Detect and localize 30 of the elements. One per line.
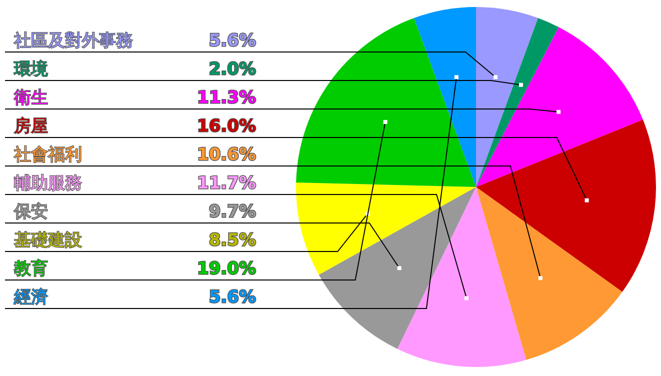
slice-label: 輔助服務 bbox=[14, 174, 82, 194]
data-label: 8.5% bbox=[208, 230, 256, 250]
pie-slice bbox=[296, 18, 476, 187]
slice-label: 房屋 bbox=[14, 116, 48, 136]
pie-slice bbox=[296, 182, 476, 275]
pie-slice bbox=[414, 7, 476, 187]
pie-slice bbox=[476, 7, 538, 187]
data-label: 5.6% bbox=[208, 288, 256, 308]
pie-slice bbox=[476, 120, 656, 292]
pie-slice bbox=[476, 18, 559, 187]
slice-label: 衛生 bbox=[14, 88, 48, 108]
slice-label: 保安 bbox=[14, 202, 48, 222]
data-label: 5.6% bbox=[208, 31, 256, 51]
pie-slice bbox=[476, 187, 622, 360]
slice-label: 經濟 bbox=[13, 288, 48, 308]
data-label: 2.0% bbox=[208, 60, 256, 80]
pie-slice bbox=[476, 27, 643, 187]
data-label: 19.0% bbox=[197, 259, 256, 279]
slice-label: 基礎建設 bbox=[14, 230, 82, 250]
pie-slice bbox=[397, 187, 526, 367]
pie-slice bbox=[318, 187, 476, 349]
slice-label: 環境 bbox=[14, 60, 48, 80]
data-label: 11.7% bbox=[197, 174, 256, 194]
slice-label: 教育 bbox=[14, 259, 48, 279]
data-label: 16.0% bbox=[197, 116, 256, 136]
data-label: 11.3% bbox=[197, 88, 256, 108]
data-label: 10.6% bbox=[197, 145, 256, 165]
slice-label: 社會福利 bbox=[14, 145, 82, 165]
slice-label: 社區及對外事務 bbox=[14, 31, 133, 51]
data-label: 9.7% bbox=[208, 202, 256, 222]
